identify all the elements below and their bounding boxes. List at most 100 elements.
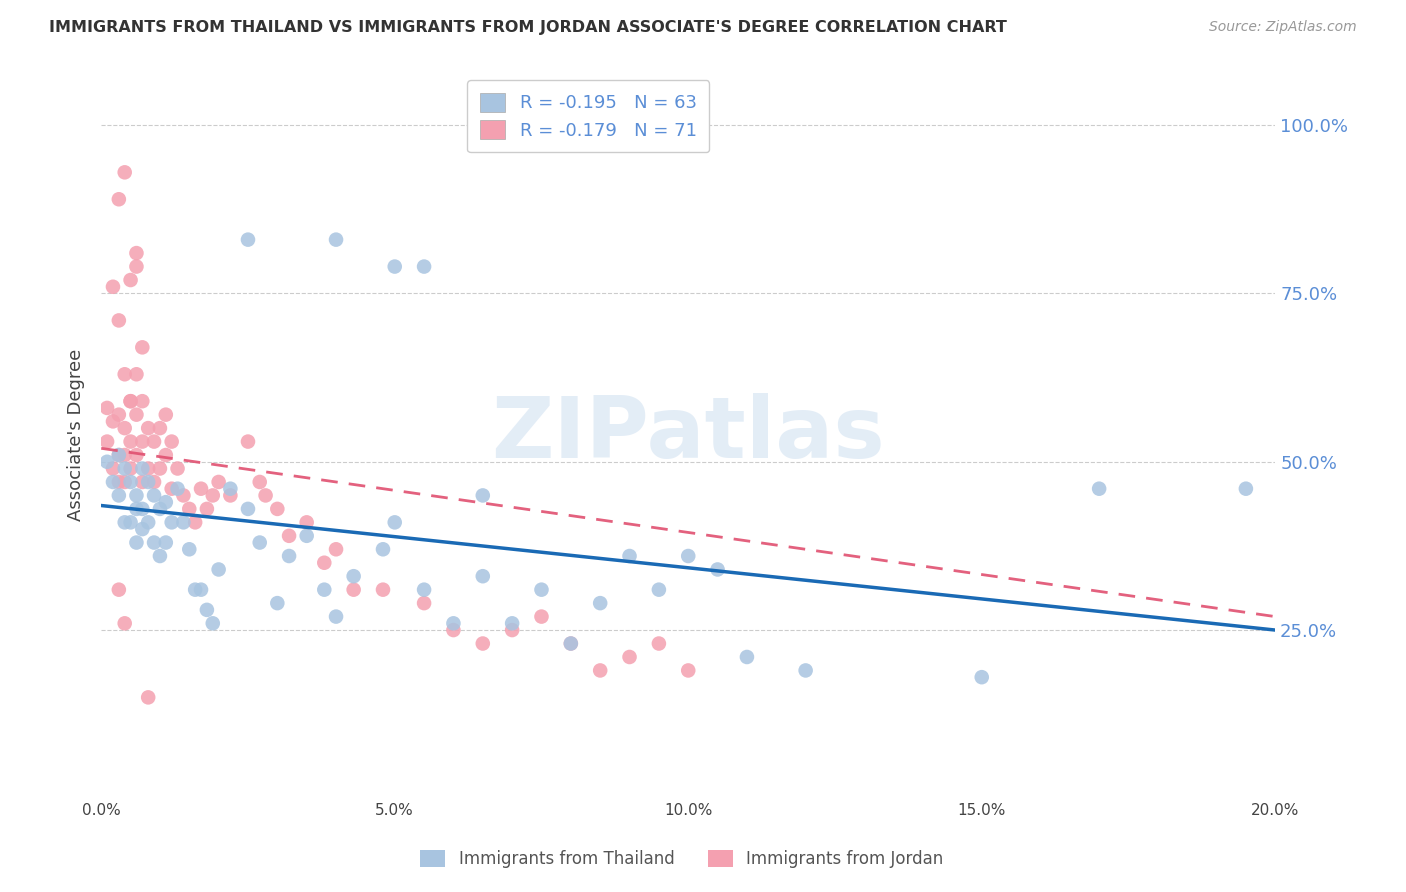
Point bbox=[471, 569, 494, 583]
Point bbox=[108, 408, 131, 422]
Point bbox=[278, 529, 301, 543]
Point bbox=[120, 394, 142, 409]
Point bbox=[589, 596, 612, 610]
Point bbox=[136, 690, 159, 705]
Point bbox=[101, 475, 124, 489]
Legend: Immigrants from Thailand, Immigrants from Jordan: Immigrants from Thailand, Immigrants fro… bbox=[413, 843, 950, 875]
Point bbox=[208, 475, 231, 489]
Point bbox=[648, 582, 671, 597]
Point bbox=[149, 461, 172, 475]
Point bbox=[325, 233, 347, 247]
Y-axis label: Associate's Degree: Associate's Degree bbox=[66, 349, 84, 521]
Point bbox=[560, 636, 582, 650]
Point bbox=[108, 582, 131, 597]
Point bbox=[219, 482, 242, 496]
Point bbox=[160, 516, 183, 530]
Point bbox=[201, 616, 224, 631]
Point bbox=[413, 596, 436, 610]
Point bbox=[101, 414, 124, 428]
Point bbox=[413, 260, 436, 274]
Point bbox=[678, 549, 700, 563]
Point bbox=[166, 461, 188, 475]
Point bbox=[371, 542, 394, 557]
Point bbox=[101, 461, 124, 475]
Point bbox=[114, 165, 136, 179]
Point bbox=[120, 434, 142, 449]
Point bbox=[501, 623, 523, 637]
Point bbox=[143, 535, 166, 549]
Point bbox=[114, 616, 136, 631]
Point bbox=[970, 670, 993, 684]
Point bbox=[160, 482, 183, 496]
Point bbox=[325, 609, 347, 624]
Point bbox=[101, 279, 124, 293]
Point bbox=[114, 448, 136, 462]
Point bbox=[155, 448, 177, 462]
Point bbox=[195, 603, 218, 617]
Point bbox=[114, 368, 136, 382]
Point bbox=[120, 475, 142, 489]
Point bbox=[179, 542, 201, 557]
Point bbox=[120, 273, 142, 287]
Point bbox=[441, 616, 464, 631]
Point bbox=[155, 495, 177, 509]
Point bbox=[96, 401, 118, 415]
Point bbox=[179, 502, 201, 516]
Point bbox=[295, 516, 318, 530]
Point bbox=[131, 434, 153, 449]
Point bbox=[184, 582, 207, 597]
Point bbox=[371, 582, 394, 597]
Point bbox=[125, 408, 148, 422]
Point bbox=[325, 542, 347, 557]
Point bbox=[125, 246, 148, 260]
Point bbox=[131, 522, 153, 536]
Point bbox=[114, 421, 136, 435]
Text: ZIPatlas: ZIPatlas bbox=[491, 393, 886, 476]
Point bbox=[735, 650, 758, 665]
Point bbox=[560, 636, 582, 650]
Point bbox=[136, 461, 159, 475]
Point bbox=[125, 502, 148, 516]
Point bbox=[254, 488, 277, 502]
Point bbox=[108, 313, 131, 327]
Point bbox=[278, 549, 301, 563]
Point bbox=[530, 609, 553, 624]
Point bbox=[266, 596, 288, 610]
Point bbox=[384, 516, 406, 530]
Point bbox=[619, 650, 641, 665]
Point bbox=[706, 562, 728, 576]
Point bbox=[131, 340, 153, 354]
Text: Source: ZipAtlas.com: Source: ZipAtlas.com bbox=[1209, 20, 1357, 34]
Point bbox=[125, 368, 148, 382]
Point bbox=[208, 562, 231, 576]
Point bbox=[114, 516, 136, 530]
Point bbox=[125, 488, 148, 502]
Point bbox=[530, 582, 553, 597]
Text: IMMIGRANTS FROM THAILAND VS IMMIGRANTS FROM JORDAN ASSOCIATE'S DEGREE CORRELATIO: IMMIGRANTS FROM THAILAND VS IMMIGRANTS F… bbox=[49, 20, 1007, 35]
Point bbox=[236, 233, 259, 247]
Point bbox=[96, 434, 118, 449]
Point bbox=[114, 475, 136, 489]
Point bbox=[471, 488, 494, 502]
Point bbox=[125, 260, 148, 274]
Point bbox=[120, 516, 142, 530]
Point bbox=[120, 461, 142, 475]
Point bbox=[589, 664, 612, 678]
Point bbox=[136, 421, 159, 435]
Point bbox=[201, 488, 224, 502]
Point bbox=[96, 455, 118, 469]
Point bbox=[108, 448, 131, 462]
Point bbox=[131, 394, 153, 409]
Point bbox=[114, 461, 136, 475]
Point bbox=[136, 516, 159, 530]
Point bbox=[160, 434, 183, 449]
Point bbox=[172, 488, 194, 502]
Point bbox=[249, 535, 271, 549]
Point bbox=[149, 421, 172, 435]
Point bbox=[236, 434, 259, 449]
Point bbox=[172, 516, 194, 530]
Point bbox=[149, 502, 172, 516]
Point bbox=[120, 394, 142, 409]
Legend: R = -0.195   N = 63, R = -0.179   N = 71: R = -0.195 N = 63, R = -0.179 N = 71 bbox=[467, 80, 710, 153]
Point bbox=[295, 529, 318, 543]
